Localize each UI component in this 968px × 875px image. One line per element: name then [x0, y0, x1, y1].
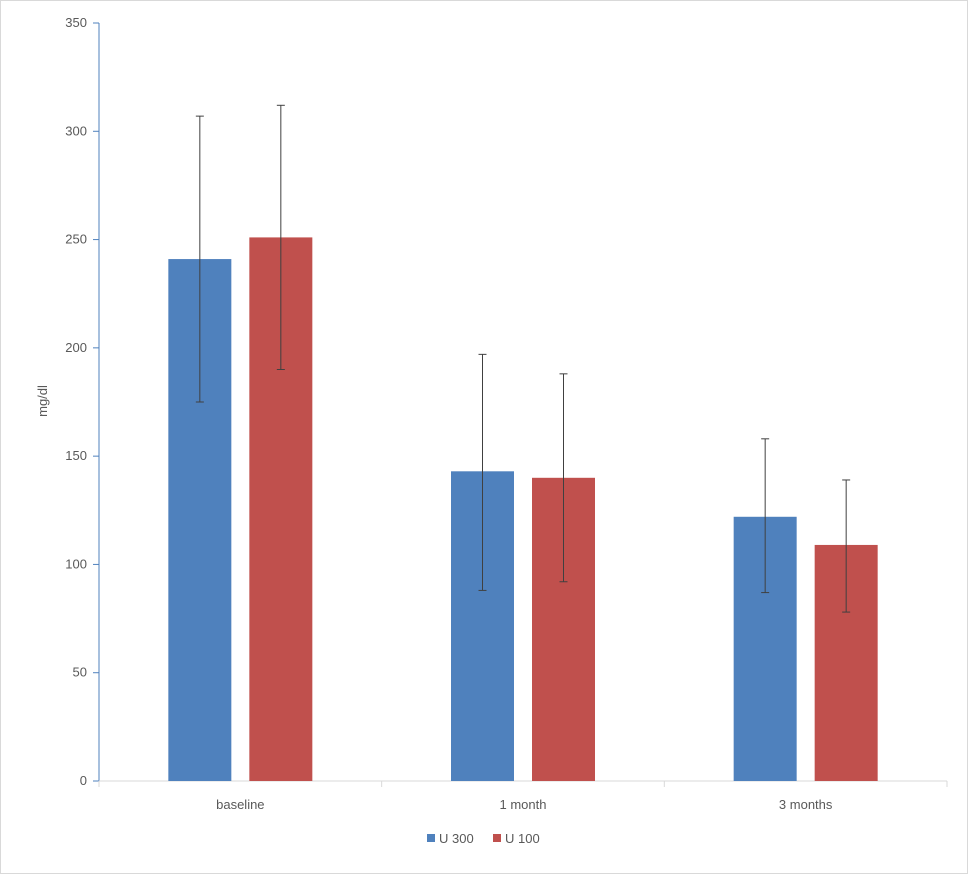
legend-swatch [493, 834, 501, 842]
x-tick-label: 3 months [779, 797, 833, 812]
legend-label: U 300 [439, 831, 474, 846]
x-tick-label: baseline [216, 797, 264, 812]
y-axis: 0 50 100 150 200 250 300 350 [65, 15, 100, 788]
legend-label: U 100 [505, 831, 540, 846]
y-tick-label: 50 [73, 665, 87, 680]
x-tick-label: 1 month [500, 797, 547, 812]
y-tick-label: 250 [65, 232, 87, 247]
y-tick-label: 300 [65, 123, 87, 138]
y-tick-label: 200 [65, 340, 87, 355]
y-tick-label: 100 [65, 556, 87, 571]
x-axis: baseline 1 month 3 months [98, 780, 948, 812]
y-tick-label: 150 [65, 448, 87, 463]
y-axis-title: mg/dl [35, 385, 50, 417]
y-tick-label: 0 [80, 773, 87, 788]
bars [168, 237, 878, 782]
legend: U 300 U 100 [427, 831, 540, 846]
legend-swatch [427, 834, 435, 842]
y-tick-label: 350 [65, 15, 87, 30]
error-bars [195, 104, 851, 613]
